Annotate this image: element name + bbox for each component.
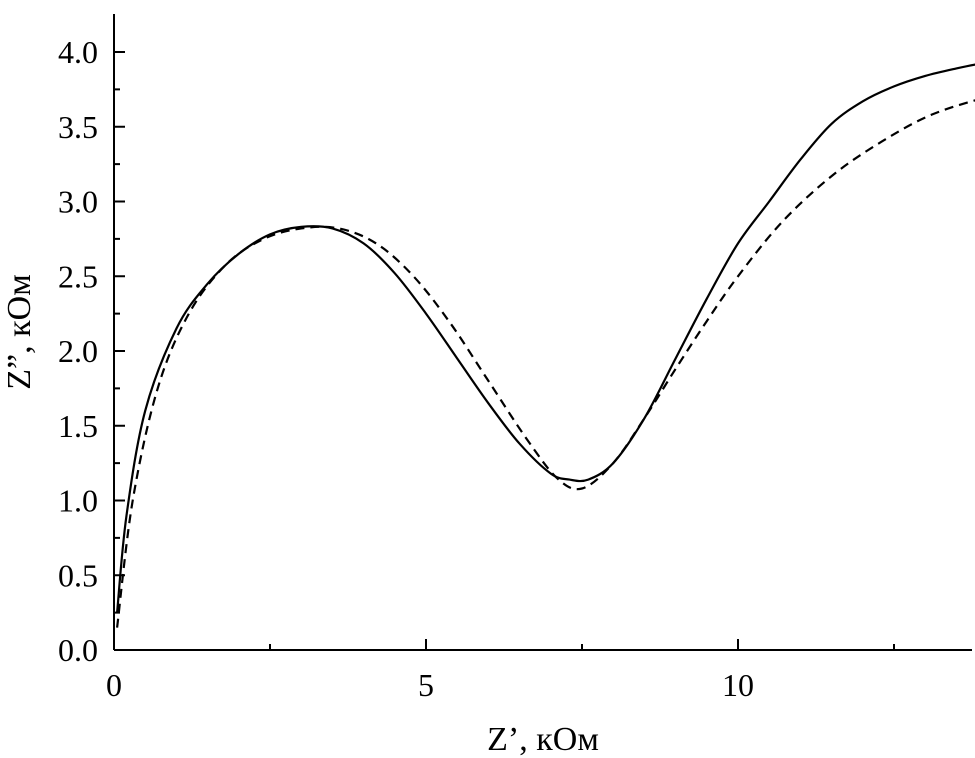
series-layer <box>116 63 975 628</box>
measured-curve-solid <box>116 63 975 613</box>
ticks: 0.00.51.01.52.02.53.03.54.00510152025 <box>58 34 895 703</box>
y-tick-label: 1.5 <box>58 408 98 444</box>
y-tick-label: 3.5 <box>58 109 98 145</box>
y-tick-label: 2.0 <box>58 333 98 369</box>
y-tick-label: 1.0 <box>58 483 98 519</box>
x-tick-label: 10 <box>722 667 754 703</box>
y-tick-label: 2.5 <box>58 258 98 294</box>
y-tick-label: 0.0 <box>58 632 98 668</box>
x-axis-title: Z’, кОм <box>487 721 599 758</box>
y-axis-title: Z”, кОм <box>1 274 38 389</box>
y-tick-label: 3.0 <box>58 184 98 220</box>
fit-curve-dashed <box>116 99 975 628</box>
y-tick-label: 4.0 <box>58 34 98 70</box>
y-tick-label: 0.5 <box>58 557 98 593</box>
x-tick-label: 0 <box>106 667 122 703</box>
axes <box>113 14 972 651</box>
x-tick-label: 5 <box>418 667 434 703</box>
